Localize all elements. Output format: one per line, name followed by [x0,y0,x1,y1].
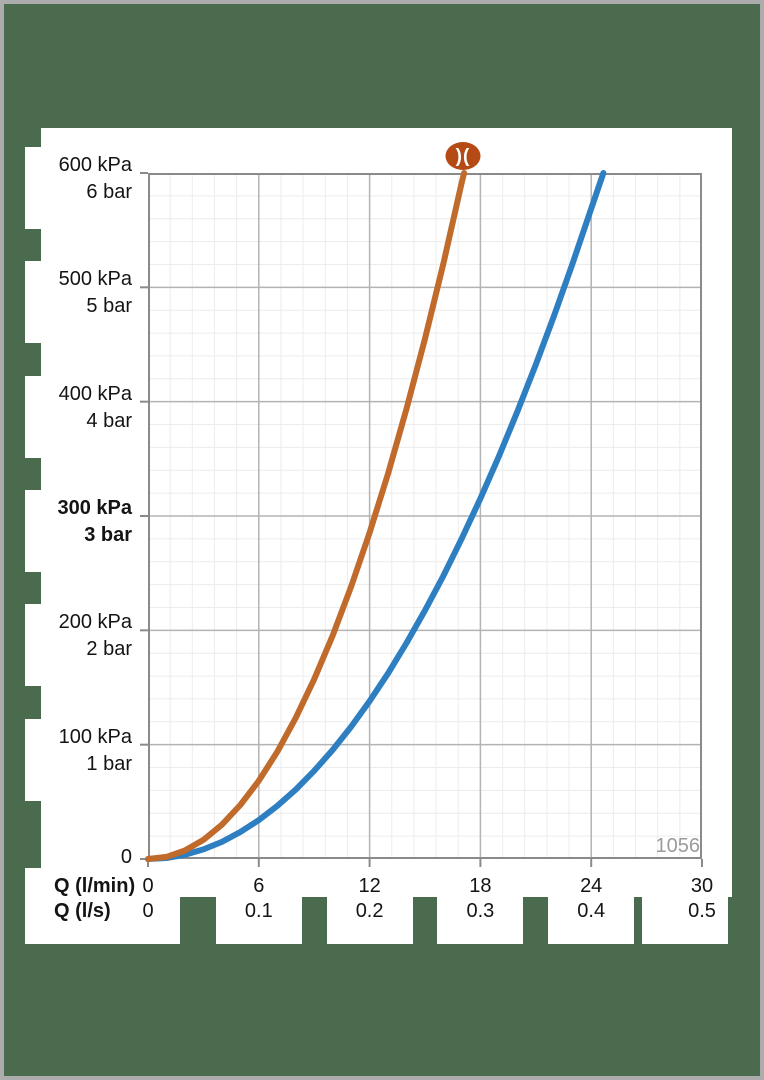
x-tick-label-lmin: 0 [142,875,154,897]
y-label-tab [25,604,42,687]
x-tick-label-ls: 0.1 [244,900,273,922]
y-axis-tick-label: 0 [120,846,132,868]
x-tick-label-lmin: 18 [469,875,492,897]
x-tick-label-lmin: 6 [253,875,265,897]
x-axis-unit-ls: Q (l/s) [54,900,111,922]
x-tick-label-ls: 0.5 [688,900,716,922]
x-tick-label-lmin: 30 [690,875,714,897]
y-axis-tick-label: 600 kPa 6 bar [58,154,132,203]
y-label-tab [25,718,42,801]
x-tick-label-lmin: 12 [358,875,381,897]
y-axis-tick-label: 100 kPa 1 bar [58,725,132,775]
x-tick-label-lmin: 24 [580,875,603,897]
x-tick-label-ls: 0.4 [577,900,606,922]
y-axis-tick-label: 500 kPa 5 bar [58,268,132,318]
x-label-tab [437,897,524,944]
hansgrohe-logo-icon: )( [445,142,481,170]
y-label-tab [25,261,42,344]
x-axis-unit-lmin: Q (l/min) [54,875,136,897]
x-tick-label-ls: 0.3 [466,900,495,922]
x-label-tab [215,897,302,944]
x-tick-label-ls: 0.2 [355,900,384,922]
y-axis-tick-label: 400 kPa 4 bar [58,382,132,432]
chart-panel [41,128,732,897]
y-label-tab [25,490,42,572]
plot-border [148,173,702,859]
y-axis-tick-label: 200 kPa 2 bar [58,611,132,661]
curve-2-blue [145,170,607,862]
logo-glyph: )( [456,146,471,167]
plot-area: )( [140,142,703,867]
x-label-tab [642,897,728,944]
logo-ellipse [445,142,481,170]
y-axis-tick-label: 300 kPa 3 bar [57,497,132,546]
x-label-tab [548,897,635,944]
curve-1-orange [145,170,468,862]
y-label-tab [25,147,42,229]
x-label-tab [326,897,413,944]
y-label-tab [25,375,42,458]
x-tick-label-ls: 0 [142,900,154,922]
x-axis-left-tab [25,868,180,944]
diagram-number: 1056 [655,835,701,857]
